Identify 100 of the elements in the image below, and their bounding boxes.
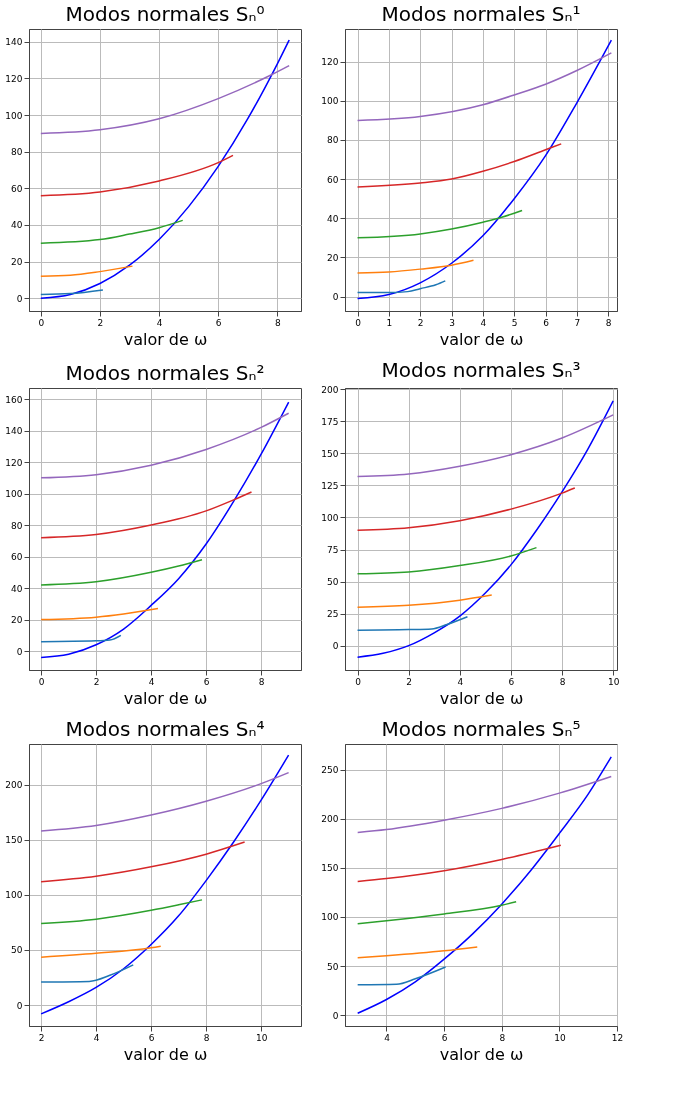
y-tick-label: 160 bbox=[5, 394, 23, 405]
y-tick-label: 80 bbox=[327, 135, 339, 146]
x-tick-label: 6 bbox=[543, 317, 550, 328]
x-tick-label: 2 bbox=[93, 676, 100, 687]
line-series bbox=[40, 219, 184, 244]
line-series bbox=[40, 841, 246, 883]
x-tick-label: 3 bbox=[449, 317, 455, 328]
line-series bbox=[356, 487, 576, 532]
x-tick-label: 6 bbox=[508, 676, 515, 687]
x-tick-label: 0 bbox=[355, 317, 362, 328]
x-tick-label: 4 bbox=[156, 317, 163, 328]
y-tick-label: 200 bbox=[321, 814, 339, 825]
y-tick-label: 80 bbox=[11, 520, 23, 531]
y-tick-label: 150 bbox=[321, 863, 339, 874]
y-tick-label: 60 bbox=[11, 183, 23, 194]
x-tick-label: 10 bbox=[607, 676, 620, 687]
line-series bbox=[356, 209, 523, 239]
line-series bbox=[356, 844, 562, 883]
y-tick-label: 0 bbox=[16, 293, 23, 304]
line-series bbox=[40, 558, 203, 586]
y-tick-label: 50 bbox=[327, 961, 339, 972]
y-tick-label: 120 bbox=[5, 73, 23, 84]
y-tick-label: 100 bbox=[5, 489, 23, 500]
y-tick-label: 100 bbox=[5, 890, 23, 901]
y-tick-label: 20 bbox=[327, 252, 339, 263]
x-axis-title: valor de ω bbox=[123, 329, 208, 349]
x-axis-title: valor de ω bbox=[439, 688, 524, 708]
y-tick-label: 75 bbox=[327, 545, 339, 556]
chart-title: Modos normales Sₙ⁴ bbox=[65, 717, 265, 741]
x-tick-label: 10 bbox=[255, 1032, 268, 1043]
x-tick-label: 12 bbox=[611, 1032, 624, 1043]
y-tick-label: 50 bbox=[327, 577, 339, 588]
y-tick-label: 150 bbox=[321, 448, 339, 459]
line-series bbox=[356, 39, 613, 300]
chart-title: Modos normales Sₙ⁵ bbox=[381, 717, 581, 741]
y-tick-label: 0 bbox=[16, 646, 23, 657]
y-tick-label: 100 bbox=[321, 512, 339, 523]
y-tick-label: 140 bbox=[5, 37, 23, 48]
y-tick-label: 20 bbox=[11, 257, 23, 268]
y-tick-label: 125 bbox=[321, 480, 339, 491]
y-tick-label: 25 bbox=[327, 609, 339, 620]
x-tick-label: 6 bbox=[203, 676, 210, 687]
y-tick-label: 175 bbox=[321, 416, 339, 427]
x-tick-label: 6 bbox=[441, 1032, 448, 1043]
x-tick-label: 4 bbox=[457, 676, 464, 687]
line-series bbox=[40, 154, 234, 197]
x-tick-label: 2 bbox=[97, 317, 104, 328]
x-tick-label: 10 bbox=[554, 1032, 566, 1043]
x-tick-label: 7 bbox=[574, 317, 581, 328]
line-series bbox=[356, 52, 613, 122]
y-tick-label: 200 bbox=[5, 780, 23, 791]
y-tick-label: 150 bbox=[5, 835, 23, 846]
x-axis-title: valor de ω bbox=[439, 1044, 524, 1064]
y-tick-label: 50 bbox=[11, 945, 23, 956]
y-tick-label: 0 bbox=[332, 641, 339, 652]
y-tick-label: 0 bbox=[332, 292, 339, 303]
line-series bbox=[356, 546, 538, 575]
x-tick-label: 6 bbox=[215, 317, 222, 328]
line-series bbox=[40, 754, 290, 1015]
y-tick-label: 0 bbox=[332, 1010, 339, 1021]
line-series bbox=[40, 964, 134, 983]
line-series bbox=[40, 491, 253, 539]
line-series bbox=[356, 756, 612, 1014]
y-tick-label: 40 bbox=[11, 583, 23, 594]
y-tick-label: 40 bbox=[327, 213, 339, 224]
line-series bbox=[40, 401, 290, 659]
y-tick-label: 120 bbox=[321, 57, 339, 68]
x-tick-label: 8 bbox=[605, 317, 612, 328]
line-series bbox=[356, 259, 475, 274]
line-series bbox=[356, 946, 478, 959]
x-tick-label: 0 bbox=[38, 676, 45, 687]
line-series bbox=[40, 265, 134, 277]
x-tick-label: 6 bbox=[148, 1032, 155, 1043]
x-tick-label: 8 bbox=[559, 676, 566, 687]
y-tick-label: 40 bbox=[11, 220, 23, 231]
x-tick-label: 2 bbox=[406, 676, 413, 687]
line-series bbox=[356, 280, 447, 294]
y-tick-label: 80 bbox=[11, 147, 23, 158]
x-axis-title: valor de ω bbox=[123, 688, 208, 708]
y-tick-label: 100 bbox=[5, 110, 23, 121]
line-series bbox=[356, 143, 562, 188]
line-series bbox=[40, 634, 122, 643]
line-series bbox=[356, 616, 469, 632]
chart-title: Modos normales Sₙ³ bbox=[381, 358, 581, 383]
line-series bbox=[40, 771, 290, 832]
line-series bbox=[40, 39, 290, 299]
x-tick-label: 0 bbox=[355, 676, 362, 687]
line-series bbox=[356, 775, 612, 834]
x-tick-label: 4 bbox=[93, 1032, 100, 1043]
line-series bbox=[356, 594, 493, 608]
line-series bbox=[40, 945, 162, 958]
line-series bbox=[356, 900, 517, 925]
x-axis-title: valor de ω bbox=[439, 329, 524, 349]
line-series bbox=[40, 64, 290, 135]
y-tick-label: 0 bbox=[16, 1000, 23, 1011]
line-series bbox=[40, 412, 290, 479]
chart-title: Modos normales Sₙ¹ bbox=[381, 2, 581, 26]
x-tick-label: 1 bbox=[386, 317, 393, 328]
x-tick-label: 0 bbox=[38, 317, 45, 328]
chart-title: Modos normales Sₙ⁰ bbox=[65, 2, 265, 26]
